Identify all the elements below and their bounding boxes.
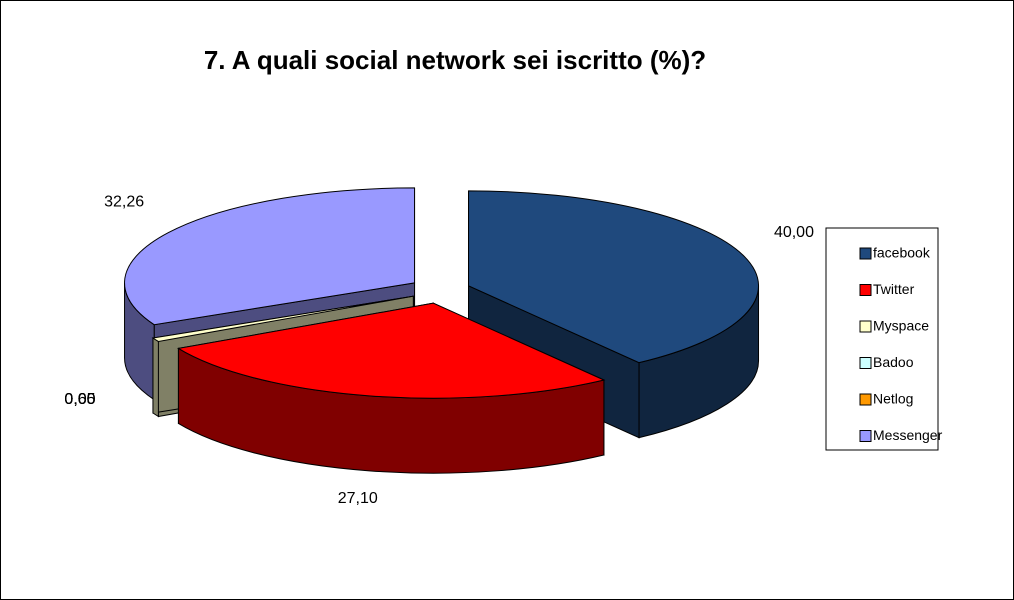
legend-label: Twitter	[873, 281, 915, 297]
legend-swatch	[859, 284, 872, 296]
legend-swatch	[859, 393, 872, 406]
legend-label: Messenger	[873, 427, 943, 443]
data-label: 0,65	[64, 391, 95, 408]
legend-label: Myspace	[873, 318, 929, 334]
legend-swatch	[859, 247, 872, 260]
chart-title: 7. A quali social network sei iscritto (…	[204, 45, 706, 75]
legend-label: Netlog	[873, 391, 913, 407]
data-label: 0,00	[64, 391, 95, 408]
slice-top	[468, 190, 759, 364]
legend-label: Badoo	[873, 354, 914, 370]
data-label: 27,10	[338, 490, 378, 507]
slice-top	[151, 295, 414, 342]
legend-label: facebook	[873, 245, 931, 261]
legend-swatch	[859, 430, 872, 442]
slice-wall	[152, 337, 159, 418]
slice-top	[177, 302, 606, 399]
data-label: 32,26	[104, 194, 144, 211]
slice-top	[124, 187, 416, 326]
legend-swatch	[859, 320, 872, 333]
legend-swatch	[859, 357, 872, 369]
legend-box	[825, 227, 939, 451]
data-label: 40,00	[774, 224, 814, 241]
slice	[177, 302, 606, 474]
data-label: 0,00	[64, 391, 95, 408]
